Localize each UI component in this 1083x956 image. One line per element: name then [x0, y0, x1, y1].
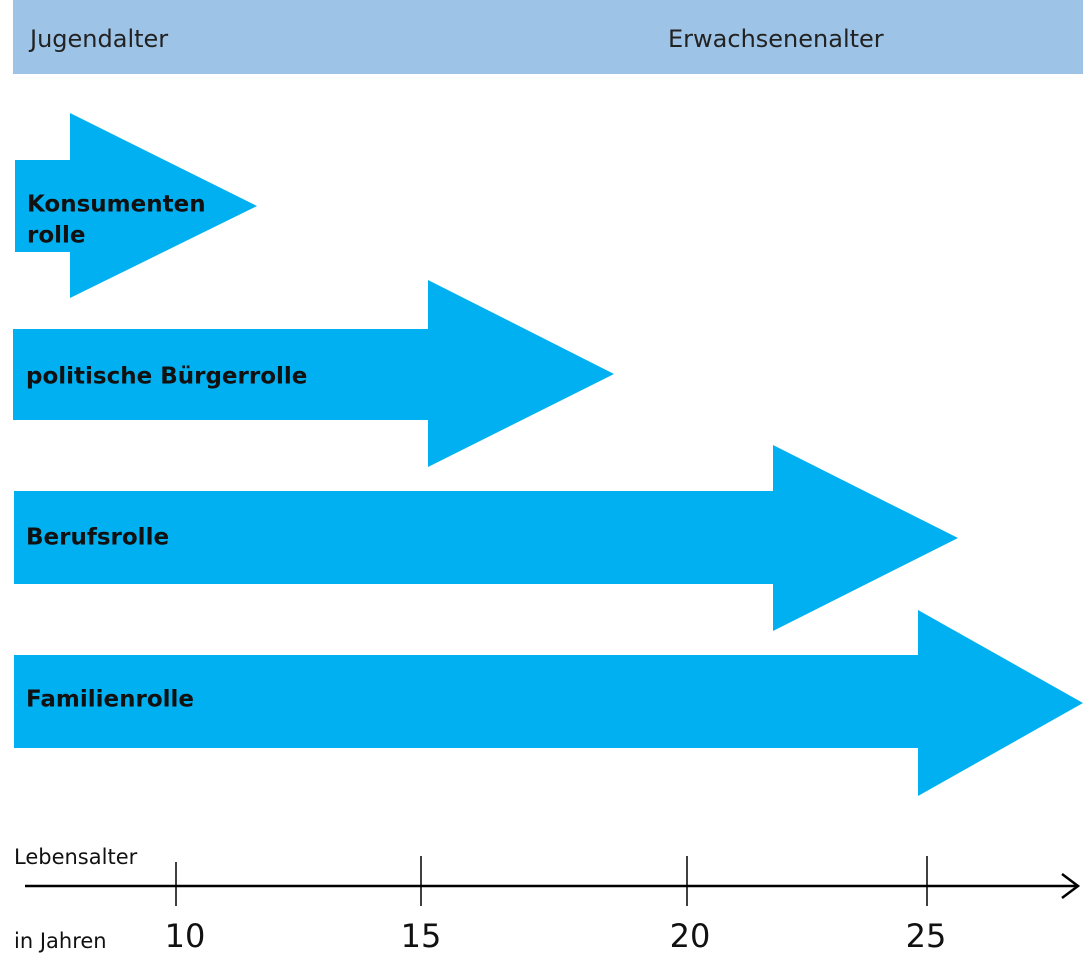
role-label: rolle	[27, 223, 86, 249]
axis-arrowhead	[1061, 873, 1081, 899]
header-left: Jugendalter	[28, 25, 168, 53]
age-banner	[13, 0, 1083, 74]
role-arrow	[15, 113, 257, 298]
axis-unit-label: in Jahren	[14, 929, 107, 953]
role-label: Berufsrolle	[26, 525, 169, 551]
role-arrow	[14, 610, 1083, 796]
axis-label: Lebensalter	[14, 845, 138, 869]
role-arrow	[14, 445, 958, 631]
axis-tick-label: 10	[165, 917, 206, 955]
axis-tick-label: 25	[906, 917, 947, 955]
axis-tick-label: 20	[670, 917, 711, 955]
role-arrow	[13, 280, 614, 467]
axis-tick-label: 15	[401, 917, 442, 955]
role-label: Familienrolle	[26, 687, 194, 713]
role-label: Konsumenten	[27, 192, 206, 218]
role-label: politische Bürgerrolle	[26, 364, 307, 390]
header-right: Erwachsenenalter	[668, 25, 884, 53]
